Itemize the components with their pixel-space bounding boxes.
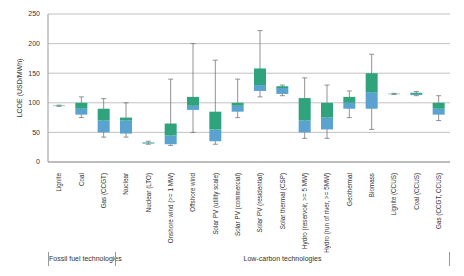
- svg-text:Onshore wind (>= 1 MW): Onshore wind (>= 1 MW): [167, 173, 175, 243]
- svg-text:Solar PV (commercial): Solar PV (commercial): [234, 173, 242, 236]
- svg-text:LCOE (USD/MWh): LCOE (USD/MWh): [16, 59, 24, 118]
- html-text:Fossil fuel technologies: Fossil fuel technologies: [49, 255, 122, 262]
- svg-text:Coal (CCUS): Coal (CCUS): [413, 173, 421, 210]
- svg-text:Hydro (run of river, >= 5MW): Hydro (run of river, >= 5MW): [323, 173, 331, 253]
- svg-text:Nuclear (LTO): Nuclear (LTO): [145, 173, 153, 212]
- svg-text:Lignite (CCUS): Lignite (CCUS): [390, 173, 398, 215]
- svg-text:Geothermal: Geothermal: [346, 173, 353, 206]
- svg-text:150: 150: [28, 70, 40, 77]
- svg-text:Hydro (reservoir, >= 5 MW): Hydro (reservoir, >= 5 MW): [301, 173, 309, 249]
- svg-text:Nuclear: Nuclear: [122, 173, 129, 195]
- html-text:Low-carbon technologies: Low-carbon technologies: [243, 255, 322, 262]
- svg-text:Solar thermal (CSP): Solar thermal (CSP): [279, 173, 287, 229]
- svg-text:200: 200: [28, 40, 40, 47]
- svg-text:50: 50: [32, 129, 40, 136]
- svg-text:Biomass: Biomass: [368, 173, 375, 197]
- svg-text:Gas (CCGT, CCUS): Gas (CCGT, CCUS): [435, 173, 443, 229]
- svg-text:Lignite: Lignite: [55, 173, 63, 192]
- svg-text:Solar PV (residential): Solar PV (residential): [256, 173, 264, 233]
- svg-text:250: 250: [28, 10, 40, 17]
- svg-text:0: 0: [36, 158, 40, 165]
- svg-text:Coal: Coal: [78, 173, 85, 186]
- svg-text:100: 100: [28, 99, 40, 106]
- svg-text:Solar PV (utility scale): Solar PV (utility scale): [212, 173, 220, 235]
- svg-text:Gas (CCGT): Gas (CCGT): [100, 173, 108, 208]
- svg-text:Offshore wind: Offshore wind: [189, 173, 196, 212]
